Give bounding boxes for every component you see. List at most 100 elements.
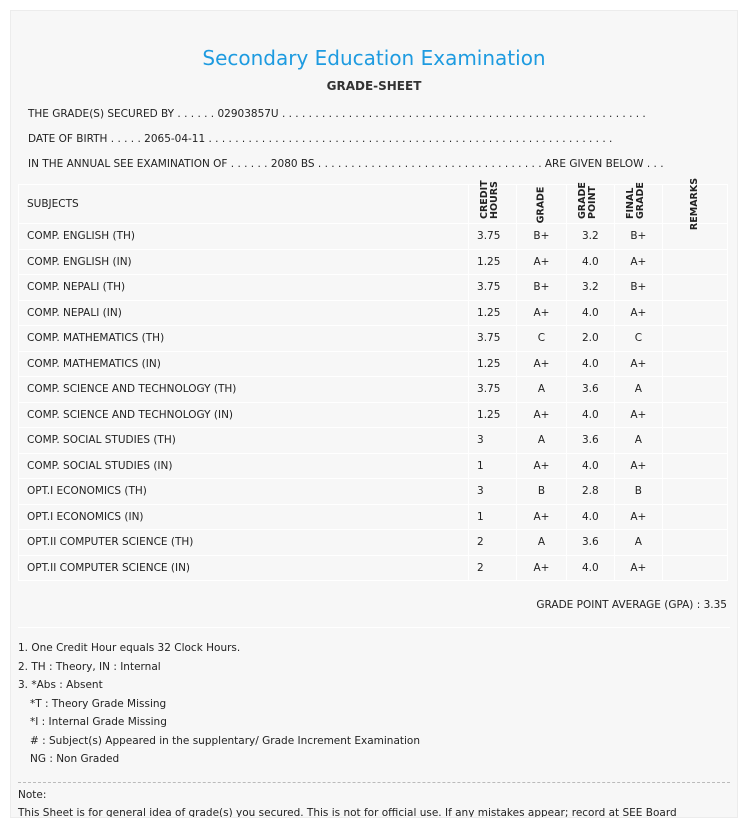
divider [18, 627, 730, 628]
final-grade-cell: B [613, 478, 663, 505]
grade-cell: A+ [516, 299, 567, 326]
remarks-cell [661, 376, 729, 403]
remarks-cell [661, 554, 729, 581]
final-grade-cell: A+ [613, 401, 663, 428]
table-row: OPT.I ECONOMICS (TH) 3 B 2.8 B [17, 478, 729, 505]
subject-cell: COMP. NEPALI (TH) [17, 274, 470, 301]
table-row: COMP. ENGLISH (IN) 1.25 A+ 4.0 A+ [17, 248, 729, 275]
subject-cell: COMP. SOCIAL STUDIES (IN) [17, 452, 470, 479]
credit-hours-cell: 3 [468, 478, 518, 505]
grade-cell: C [516, 325, 567, 352]
grade-point-cell: 3.6 [565, 427, 615, 454]
grade-point-cell: 3.2 [565, 274, 615, 301]
subject-cell: COMP. MATHEMATICS (TH) [17, 325, 470, 352]
credit-hours-cell: 3.75 [468, 325, 518, 352]
grade-cell: A+ [516, 554, 567, 581]
header-credit-hours: CREDIT HOURS [479, 180, 501, 219]
note-item: # : Subject(s) Appeared in the supplenta… [30, 734, 420, 747]
table-row: COMP. MATHEMATICS (IN) 1.25 A+ 4.0 A+ [17, 350, 729, 377]
grade-point-cell: 3.6 [565, 529, 615, 556]
remarks-cell [661, 299, 729, 326]
grade-sheet: Secondary Education Examination GRADE-SH… [10, 10, 738, 818]
table-row: COMP. MATHEMATICS (TH) 3.75 C 2.0 C [17, 325, 729, 352]
final-grade-cell: A+ [613, 503, 663, 530]
subject-cell: OPT.I ECONOMICS (IN) [17, 503, 470, 530]
table-row: OPT.II COMPUTER SCIENCE (TH) 2 A 3.6 A [17, 529, 729, 556]
remarks-cell [661, 478, 729, 505]
final-grade-cell: B+ [613, 274, 663, 301]
credit-hours-cell: 1 [468, 452, 518, 479]
remarks-cell [661, 529, 729, 556]
credit-hours-cell: 1.25 [468, 299, 518, 326]
subject-cell: COMP. ENGLISH (TH) [17, 223, 470, 250]
legend-notes: 1. One Credit Hour equals 32 Clock Hours… [18, 639, 420, 769]
grade-point-cell: 4.0 [565, 503, 615, 530]
note-item: 1. One Credit Hour equals 32 Clock Hours… [18, 642, 241, 654]
final-grade-cell: A+ [613, 248, 663, 275]
table-row: COMP. NEPALI (IN) 1.25 A+ 4.0 A+ [17, 299, 729, 326]
credit-hours-cell: 1.25 [468, 401, 518, 428]
credit-hours-cell: 3.75 [468, 376, 518, 403]
table-row: COMP. ENGLISH (TH) 3.75 B+ 3.2 B+ [17, 223, 729, 250]
header-grade-point: GRADE POINT [576, 182, 598, 219]
subject-cell: OPT.II COMPUTER SCIENCE (IN) [17, 554, 470, 581]
remarks-cell [661, 503, 729, 530]
header-final-grade: FINAL GRADE [624, 182, 646, 219]
table-row: COMP. SOCIAL STUDIES (TH) 3 A 3.6 A [17, 427, 729, 454]
table-row: COMP. NEPALI (TH) 3.75 B+ 3.2 B+ [17, 274, 729, 301]
sheet-subtitle: GRADE-SHEET [326, 79, 422, 93]
remarks-cell [661, 401, 729, 428]
note-item: 3. *Abs : Absent [18, 679, 103, 691]
credit-hours-cell: 3 [468, 427, 518, 454]
grade-cell: A+ [516, 452, 567, 479]
credit-hours-cell: 3.75 [468, 274, 518, 301]
final-grade-cell: B+ [613, 223, 663, 250]
final-grade-cell: A [613, 376, 663, 403]
credit-hours-cell: 2 [468, 554, 518, 581]
grade-point-cell: 4.0 [565, 452, 615, 479]
table-row: COMP. SOCIAL STUDIES (IN) 1 A+ 4.0 A+ [17, 452, 729, 479]
grade-cell: A+ [516, 401, 567, 428]
note-label: Note: [18, 789, 47, 801]
table-row: OPT.II COMPUTER SCIENCE (IN) 2 A+ 4.0 A+ [17, 554, 729, 581]
grade-cell: A [516, 529, 567, 556]
grade-cell: B+ [516, 223, 567, 250]
page-title: Secondary Education Examination [202, 46, 546, 70]
note-item: 2. TH : Theory, IN : Internal [18, 660, 161, 673]
note-text: This Sheet is for general idea of grade(… [18, 807, 677, 818]
grade-point-cell: 4.0 [565, 299, 615, 326]
grade-point-cell: 2.0 [565, 325, 615, 352]
table-row: COMP. SCIENCE AND TECHNOLOGY (TH) 3.75 A 3.… [17, 376, 729, 403]
header-remarks: REMARKS [688, 177, 700, 231]
final-grade-cell: C [613, 325, 663, 352]
note-item: NG : Non Graded [30, 753, 120, 765]
credit-hours-cell: 3.75 [468, 223, 518, 250]
note-item: *T : Theory Grade Missing [30, 697, 167, 710]
final-grade-cell: A+ [613, 350, 663, 377]
grade-point-cell: 3.2 [565, 223, 615, 250]
grade-cell: A+ [516, 503, 567, 530]
subject-cell: COMP. SCIENCE AND TECHNOLOGY (TH) [17, 376, 470, 403]
disclaimer: Note: This Sheet is for general idea of … [18, 786, 677, 818]
remarks-cell [661, 452, 729, 479]
grade-point-cell: 3.6 [565, 376, 615, 403]
header-subjects: SUBJECTS [17, 184, 470, 224]
grades-table: SUBJECTS CREDIT HOURS GRADE GRADE POINT … [17, 178, 729, 581]
note-item: *I : Internal Grade Missing [30, 716, 167, 728]
dashed-divider [18, 782, 730, 783]
credit-hours-cell: 2 [468, 529, 518, 556]
grade-cell: B [516, 478, 567, 505]
credit-hours-cell: 1 [468, 503, 518, 530]
final-grade-cell: A+ [613, 554, 663, 581]
dob-line: DATE OF BIRTH . . . . . 2065-04-11 . . .… [28, 133, 613, 145]
subject-cell: COMP. NEPALI (IN) [17, 299, 470, 326]
credit-hours-cell: 1.25 [468, 248, 518, 275]
subject-cell: OPT.I ECONOMICS (TH) [17, 478, 470, 505]
remarks-cell [661, 274, 729, 301]
table-header: SUBJECTS CREDIT HOURS GRADE GRADE POINT … [17, 178, 729, 230]
final-grade-cell: A [613, 529, 663, 556]
grade-point-cell: 2.8 [565, 478, 615, 505]
grade-cell: B+ [516, 274, 567, 301]
exam-year-line: IN THE ANNUAL SEE EXAMINATION OF . . . .… [28, 158, 664, 170]
subject-cell: COMP. MATHEMATICS (IN) [17, 350, 470, 377]
